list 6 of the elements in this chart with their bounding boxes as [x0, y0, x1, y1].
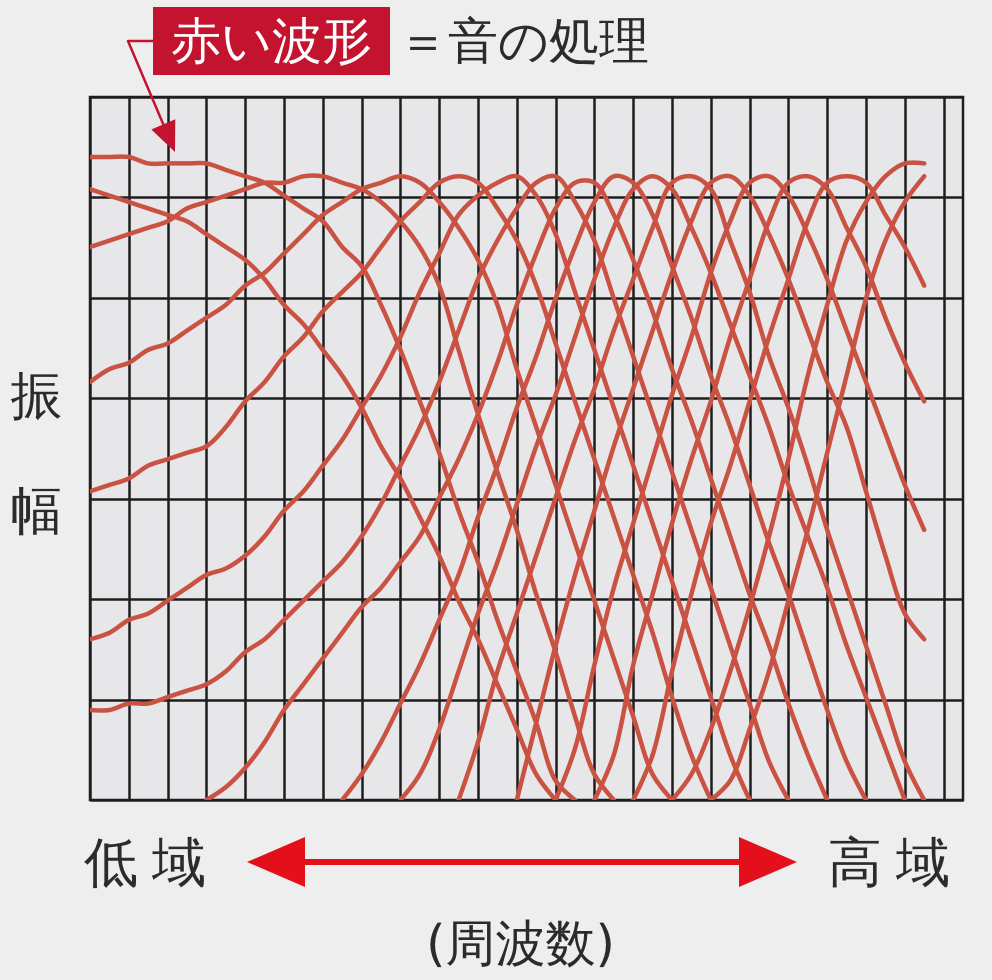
text: 高域: [828, 831, 964, 894]
y-axis-title: 振幅: [10, 366, 62, 542]
x-axis-title: (周波数): [426, 914, 616, 972]
text: 赤い波形: [153, 7, 390, 75]
text: 低域: [84, 831, 220, 894]
text: ＝音の処理: [398, 12, 649, 70]
